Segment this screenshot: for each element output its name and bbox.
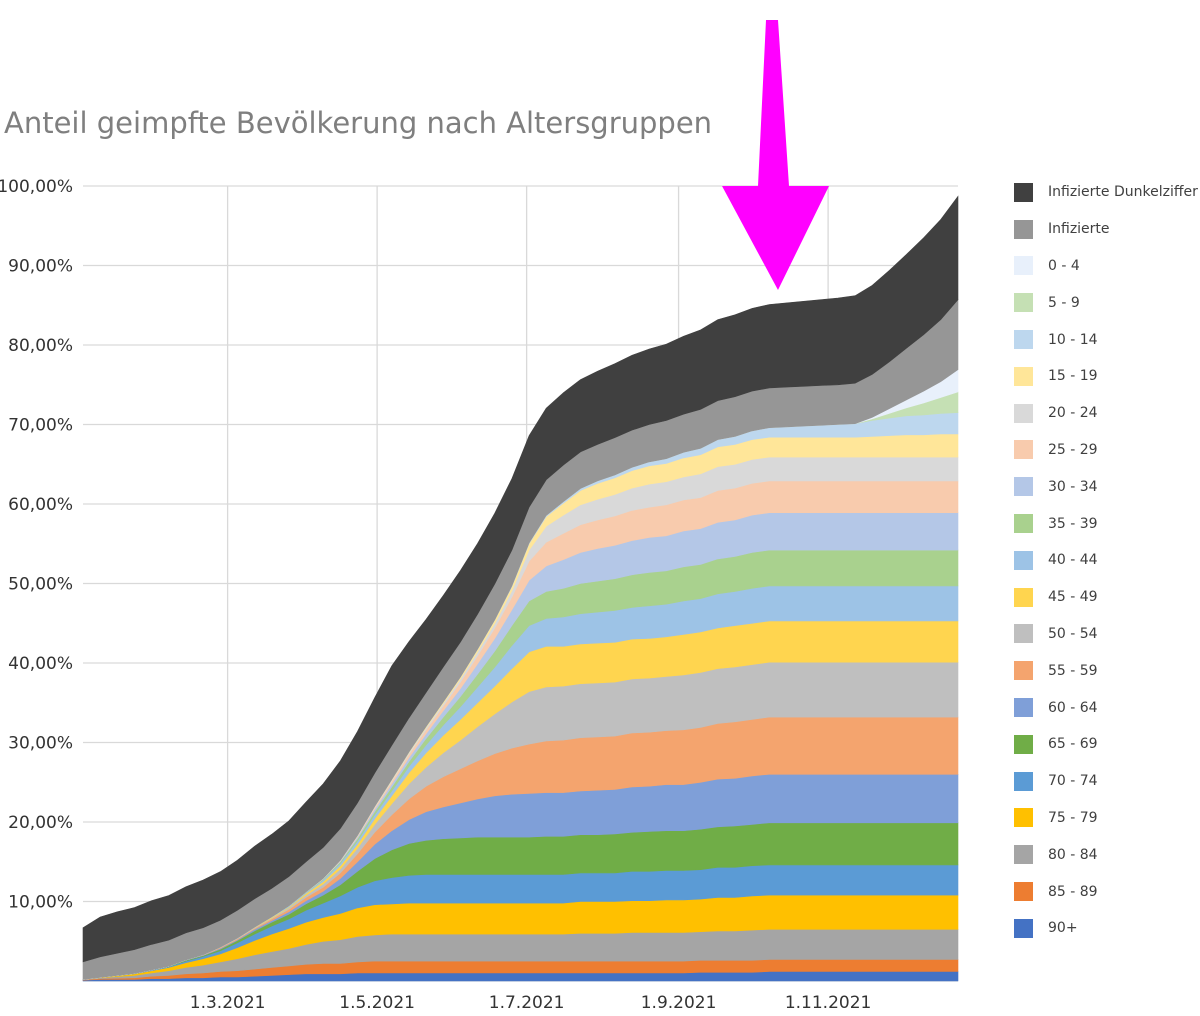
legend-label: Infizierte Dunkelziffer: [1048, 184, 1198, 201]
legend-label: 40 - 44: [1048, 552, 1098, 569]
legend-item: 60 - 64: [1014, 689, 1198, 726]
axis-labels: 10,00% 20,00% 30,00% 40,00% 50,00% 60,00% 70,0…: [0, 177, 871, 1013]
x-tick-label: 1.3.2021: [190, 993, 266, 1013]
legend-label: 45 - 49: [1048, 589, 1098, 606]
legend-item: 0 - 4: [1014, 248, 1198, 285]
legend-swatch: [1014, 771, 1033, 791]
legend-swatch: [1014, 514, 1033, 534]
legend-swatch: [1014, 293, 1033, 313]
legend-label: 85 - 89: [1048, 883, 1098, 900]
legend-swatch: [1014, 256, 1033, 276]
legend-item: 65 - 69: [1014, 726, 1198, 763]
legend-item: 35 - 39: [1014, 505, 1198, 542]
legend-swatch: [1014, 845, 1033, 865]
legend-swatch: [1014, 366, 1033, 386]
legend-label: 80 - 84: [1048, 846, 1098, 863]
legend-swatch: [1014, 808, 1033, 828]
legend-item: 40 - 44: [1014, 542, 1198, 579]
highlight-arrow-icon: [722, 20, 829, 290]
legend-swatch: [1014, 550, 1033, 570]
legend-item: 10 - 14: [1014, 321, 1198, 358]
x-tick-label: 1.5.2021: [339, 993, 415, 1013]
y-tick-label: 60,00%: [8, 495, 73, 515]
legend-label: 75 - 79: [1048, 809, 1098, 826]
legend-item: 85 - 89: [1014, 873, 1198, 910]
legend-label: 5 - 9: [1048, 294, 1080, 311]
legend-swatch: [1014, 587, 1033, 607]
legend-label: 10 - 14: [1048, 331, 1098, 348]
legend-swatch: [1014, 698, 1033, 718]
magenta-arrow-icon: [722, 20, 829, 290]
legend-item: 30 - 34: [1014, 468, 1198, 505]
legend-item: 20 - 24: [1014, 395, 1198, 432]
area-series-group: [82, 195, 959, 982]
y-tick-label: 80,00%: [8, 336, 73, 356]
legend-item: Infizierte: [1014, 211, 1198, 248]
legend: Infizierte Dunkelziffer Infizierte 0 - 4 5 …: [1014, 174, 1198, 947]
legend-item: 70 - 74: [1014, 763, 1198, 800]
legend-label: Infizierte: [1048, 221, 1110, 238]
legend-item: 50 - 54: [1014, 616, 1198, 653]
legend-swatch: [1014, 440, 1033, 460]
legend-label: 55 - 59: [1048, 662, 1098, 679]
chart-title: Anteil geimpfte Bevölkerung nach Altersg…: [4, 106, 713, 140]
y-tick-label: 90,00%: [8, 257, 73, 277]
legend-label: 90+: [1048, 920, 1078, 937]
x-tick-label: 1.7.2021: [489, 993, 565, 1013]
legend-item: 25 - 29: [1014, 432, 1198, 469]
legend-item: 90+: [1014, 910, 1198, 947]
legend-swatch: [1014, 219, 1033, 239]
legend-label: 50 - 54: [1048, 625, 1098, 642]
legend-label: 15 - 19: [1048, 368, 1098, 385]
stacked-area-plot: 10,00% 20,00% 30,00% 40,00% 50,00% 60,00% 70,0…: [0, 20, 959, 1013]
legend-label: 65 - 69: [1048, 736, 1098, 753]
legend-item: 75 - 79: [1014, 800, 1198, 837]
legend-item: 55 - 59: [1014, 652, 1198, 689]
legend-label: 20 - 24: [1048, 405, 1098, 422]
legend-swatch: [1014, 403, 1033, 423]
y-tick-label: 70,00%: [8, 416, 73, 436]
legend-item: 15 - 19: [1014, 358, 1198, 395]
legend-label: 25 - 29: [1048, 441, 1098, 458]
legend-swatch: [1014, 882, 1033, 902]
legend-label: 60 - 64: [1048, 699, 1098, 716]
legend-swatch: [1014, 477, 1033, 497]
legend-swatch: [1014, 661, 1033, 681]
area-series-20: [82, 195, 959, 963]
legend-item: 80 - 84: [1014, 836, 1198, 873]
y-tick-label: 40,00%: [8, 654, 73, 674]
legend-swatch: [1014, 624, 1033, 644]
y-tick-label: 100,00%: [0, 177, 73, 197]
y-tick-label: 50,00%: [8, 575, 73, 595]
legend-swatch: [1014, 330, 1033, 350]
legend-item: 45 - 49: [1014, 579, 1198, 616]
legend-label: 30 - 34: [1048, 478, 1098, 495]
x-tick-label: 1.9.2021: [641, 993, 717, 1013]
legend-swatch: [1014, 734, 1033, 754]
legend-swatch: [1014, 182, 1033, 202]
legend-label: 0 - 4: [1048, 257, 1080, 274]
y-tick-label: 20,00%: [8, 813, 73, 833]
y-tick-label: 10,00%: [8, 893, 73, 913]
x-tick-label: 1.11.2021: [785, 993, 872, 1013]
legend-label: 35 - 39: [1048, 515, 1098, 532]
legend-swatch: [1014, 918, 1033, 938]
legend-item: 5 - 9: [1014, 284, 1198, 321]
legend-label: 70 - 74: [1048, 773, 1098, 790]
y-tick-label: 30,00%: [8, 734, 73, 754]
legend-item: Infizierte Dunkelziffer: [1014, 174, 1198, 211]
